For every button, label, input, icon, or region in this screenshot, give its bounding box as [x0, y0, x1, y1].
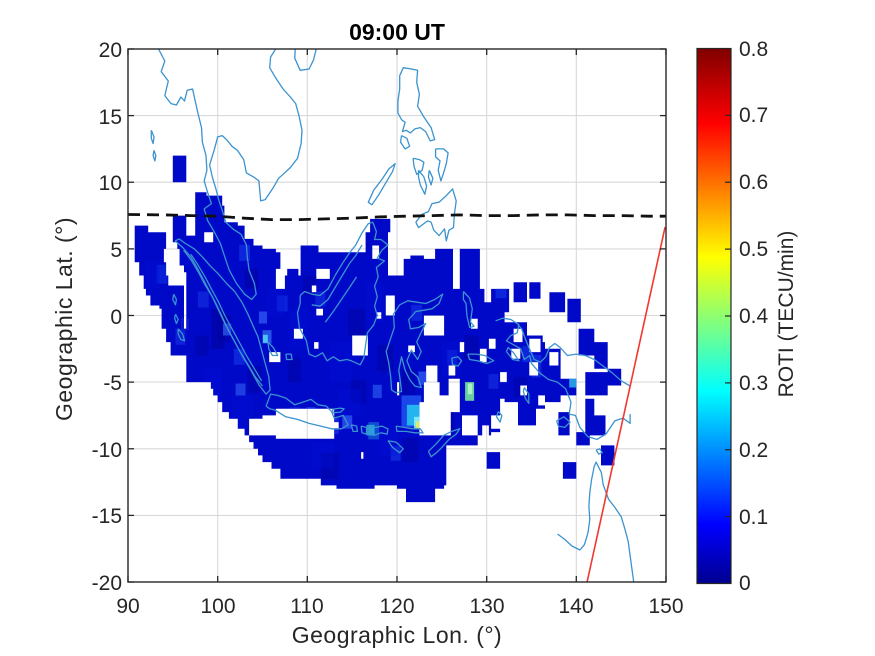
svg-text:5: 5 — [110, 239, 122, 262]
svg-text:0.1: 0.1 — [739, 506, 768, 529]
svg-text:-15: -15 — [92, 505, 122, 528]
svg-text:120: 120 — [379, 595, 414, 618]
svg-text:Geographic Lat. (°): Geographic Lat. (°) — [51, 217, 77, 421]
svg-text:0.4: 0.4 — [739, 305, 769, 328]
svg-text:0.8: 0.8 — [739, 38, 768, 61]
svg-text:-5: -5 — [103, 372, 122, 395]
svg-text:0: 0 — [110, 306, 122, 329]
svg-text:0.7: 0.7 — [739, 104, 768, 127]
svg-text:-10: -10 — [92, 439, 122, 462]
svg-text:15: 15 — [99, 106, 122, 129]
svg-text:Geographic Lon. (°): Geographic Lon. (°) — [292, 622, 502, 648]
svg-text:10: 10 — [99, 172, 122, 195]
svg-text:150: 150 — [648, 595, 683, 618]
svg-text:0.6: 0.6 — [739, 171, 768, 194]
svg-text:ROTI (TECU/min): ROTI (TECU/min) — [775, 231, 798, 398]
svg-text:100: 100 — [200, 595, 235, 618]
svg-text:0.3: 0.3 — [739, 372, 768, 395]
svg-text:90: 90 — [116, 595, 139, 618]
svg-text:-20: -20 — [92, 572, 122, 595]
svg-text:140: 140 — [558, 595, 593, 618]
svg-text:09:00 UT: 09:00 UT — [349, 19, 445, 45]
svg-text:110: 110 — [290, 595, 323, 618]
svg-text:130: 130 — [469, 595, 504, 618]
svg-text:20: 20 — [99, 39, 122, 62]
svg-text:0.5: 0.5 — [739, 238, 768, 261]
svg-text:0.2: 0.2 — [739, 439, 768, 462]
svg-text:0: 0 — [739, 572, 751, 595]
